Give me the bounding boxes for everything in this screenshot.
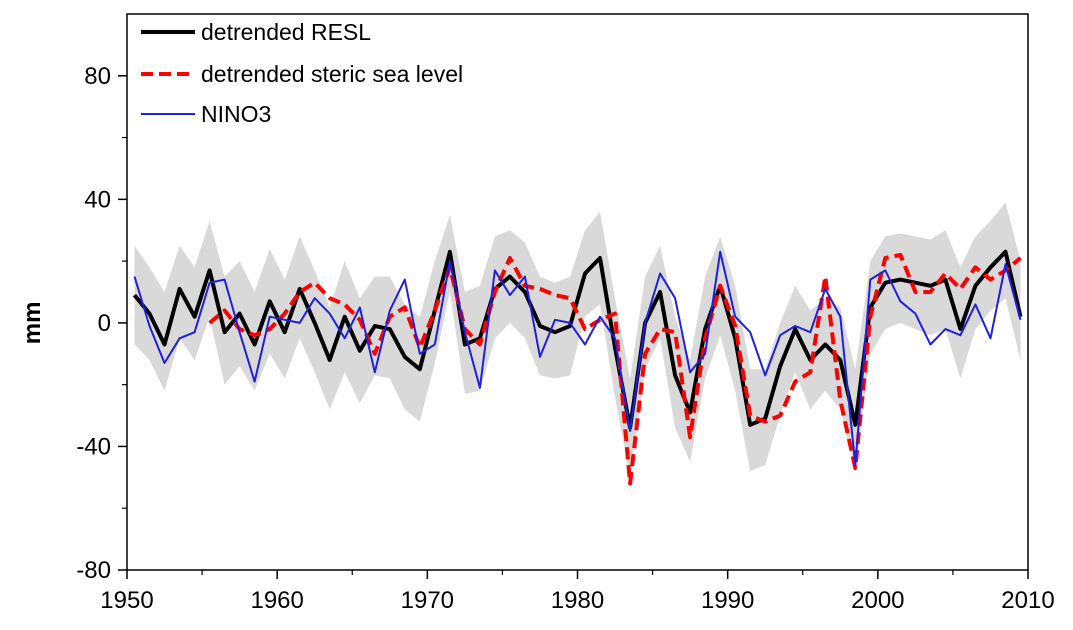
x-axis: 1950 1960 1970 1980 1990 2000 2010 <box>100 570 1055 614</box>
y-tick-label: 80 <box>84 63 111 90</box>
legend-label: detrended steric sea level <box>201 61 463 87</box>
series-layer <box>132 249 1023 486</box>
series-line-1 <box>208 252 1022 486</box>
series-line-2 <box>133 250 1022 466</box>
legend: detrended RESL detrended steric sea level… <box>141 19 463 127</box>
legend-label: NINO3 <box>201 101 271 127</box>
x-tick-label: 1980 <box>551 587 604 614</box>
x-tick-label: 1960 <box>250 587 303 614</box>
x-tick-label: 1970 <box>401 587 454 614</box>
x-tick-label: 2000 <box>851 587 904 614</box>
y-axis: -80 -40 0 40 80 <box>76 63 127 584</box>
legend-label: detrended RESL <box>201 19 371 45</box>
plot-area <box>132 202 1023 486</box>
axes: 1950 1960 1970 1980 1990 2000 2010 -80 -40 0 40 80… <box>19 13 1055 614</box>
y-tick-label: 0 <box>98 310 111 337</box>
y-tick-label: 40 <box>84 186 111 213</box>
x-tick-label: 1990 <box>701 587 754 614</box>
x-tick-label: 1950 <box>100 587 153 614</box>
y-axis-title: mm <box>19 302 46 345</box>
y-tick-label: -40 <box>76 433 111 460</box>
series-line-0 <box>132 249 1023 430</box>
x-tick-label: 2010 <box>1001 587 1054 614</box>
uncertainty-band <box>134 202 1021 478</box>
y-tick-label: -80 <box>76 557 111 584</box>
